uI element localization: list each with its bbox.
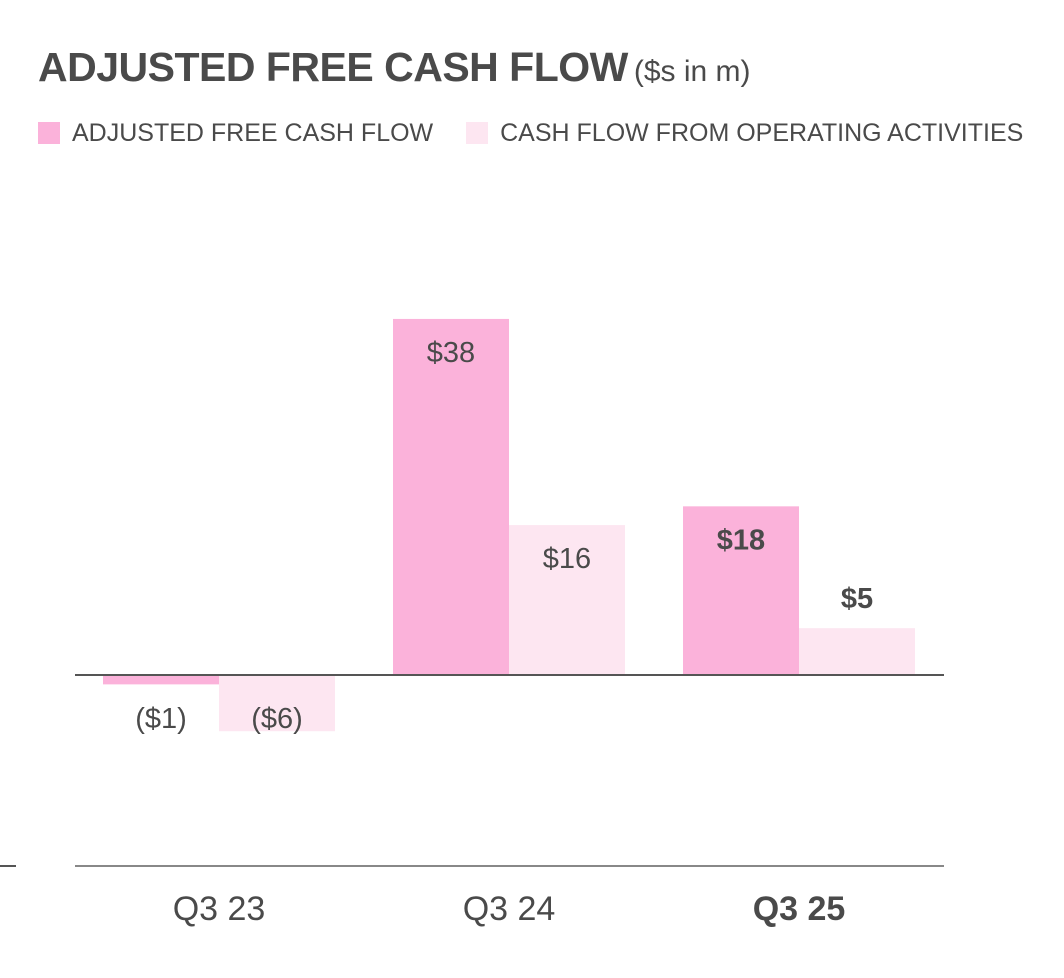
data-label-adjusted-free-cash-flow-q3-25: $18 [717, 524, 765, 556]
chart-subtitle: ($s in m) [633, 55, 751, 88]
bar-cash-flow-from-operating-activities-q3-23 [219, 675, 335, 732]
legend-swatch-adjusted-free-cash-flow [38, 121, 60, 144]
data-label-adjusted-free-cash-flow-q3-23: ($1) [135, 703, 187, 735]
category-label-q3-24: Q3 24 [463, 890, 556, 928]
bar-cash-flow-from-operating-activities-q3-25 [799, 628, 915, 675]
bar-adjusted-free-cash-flow-q3-25 [683, 506, 799, 675]
category-label-q3-23: Q3 23 [173, 890, 266, 928]
chart-legend: ADJUSTED FREE CASH FLOW CASH FLOW FROM O… [38, 118, 1023, 148]
legend-swatch-cash-flow-from-operating-activities [466, 121, 489, 144]
bar-adjusted-free-cash-flow-q3-23 [103, 675, 219, 685]
category-label-q3-25: Q3 25 [753, 890, 846, 928]
bar-cash-flow-from-operating-activities-q3-24 [509, 525, 625, 675]
chart-title-row: ADJUSTED FREE CASH FLOW ($s in m) [38, 44, 751, 91]
legend-label-adjusted-free-cash-flow: ADJUSTED FREE CASH FLOW [72, 118, 434, 147]
legend-item-cash-flow-from-operating-activities: CASH FLOW FROM OPERATING ACTIVITIES [466, 119, 1023, 148]
bar-adjusted-free-cash-flow-q3-24 [393, 318, 509, 675]
data-label-cash-flow-from-operating-activities-q3-23: ($6) [251, 703, 303, 735]
data-label-adjusted-free-cash-flow-q3-24: $38 [427, 337, 475, 369]
chart-title: ADJUSTED FREE CASH FLOW [38, 44, 628, 90]
legend-item-adjusted-free-cash-flow: ADJUSTED FREE CASH FLOW [38, 119, 433, 148]
data-label-cash-flow-from-operating-activities-q3-24: $16 [543, 543, 591, 575]
data-label-cash-flow-from-operating-activities-q3-25: $5 [841, 583, 873, 615]
legend-label-cash-flow-from-operating-activities: CASH FLOW FROM OPERATING ACTIVITIES [500, 118, 1024, 147]
